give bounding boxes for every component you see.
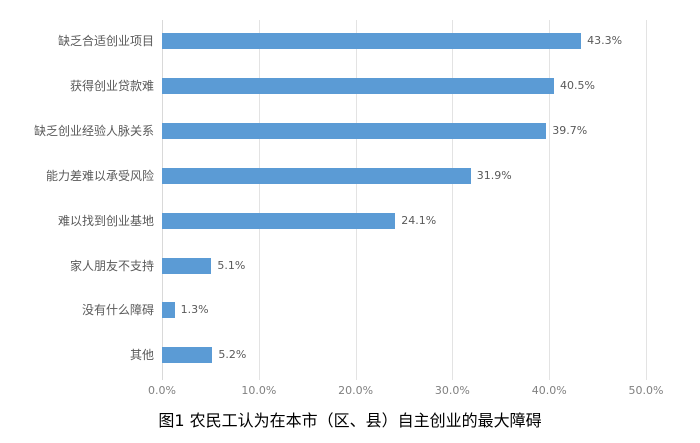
gridline [355, 20, 357, 380]
category-label: 缺乏创业经验人脉关系 [33, 123, 154, 138]
category-label: 没有什么障碍 [81, 303, 154, 318]
bar [162, 212, 396, 229]
value-label: 24.1% [401, 213, 437, 227]
category-label: 能力差难以承受风险 [45, 168, 154, 183]
value-label: 5.1% [217, 258, 246, 272]
x-tick-label: 50.0% [628, 384, 664, 397]
value-label: 31.9% [476, 168, 512, 182]
bar [162, 302, 175, 319]
category-label: 其他 [129, 348, 154, 363]
category-label: 家人朋友不支持 [69, 258, 154, 273]
bar [162, 122, 547, 139]
value-label: 5.2% [218, 348, 247, 362]
value-label: 39.7% [552, 123, 588, 137]
x-tick-label: 40.0% [531, 384, 567, 397]
bar [162, 257, 212, 274]
gridline [549, 20, 551, 380]
bar [162, 167, 471, 184]
gridline [646, 20, 647, 380]
value-label: 1.3% [180, 303, 209, 317]
category-label: 获得创业贷款难 [69, 78, 154, 93]
chart-title: 图1 农民工认为在本市（区、县）自主创业的最大障碍 [158, 411, 542, 430]
category-label: 难以找到创业基地 [57, 213, 154, 228]
value-label: 40.5% [560, 78, 595, 92]
x-tick-label: 10.0% [241, 384, 277, 397]
bar [162, 33, 582, 49]
x-tick-label: 0.0% [148, 384, 176, 397]
gridline [258, 20, 260, 380]
x-tick-label: 30.0% [434, 384, 470, 397]
bar [162, 347, 213, 364]
value-label: 43.3% [587, 34, 623, 47]
bar [162, 77, 555, 94]
gridline [452, 20, 454, 380]
y-axis-line [162, 20, 163, 380]
x-tick-label: 20.0% [338, 384, 374, 397]
category-label: 缺乏合适创业项目 [57, 34, 154, 48]
